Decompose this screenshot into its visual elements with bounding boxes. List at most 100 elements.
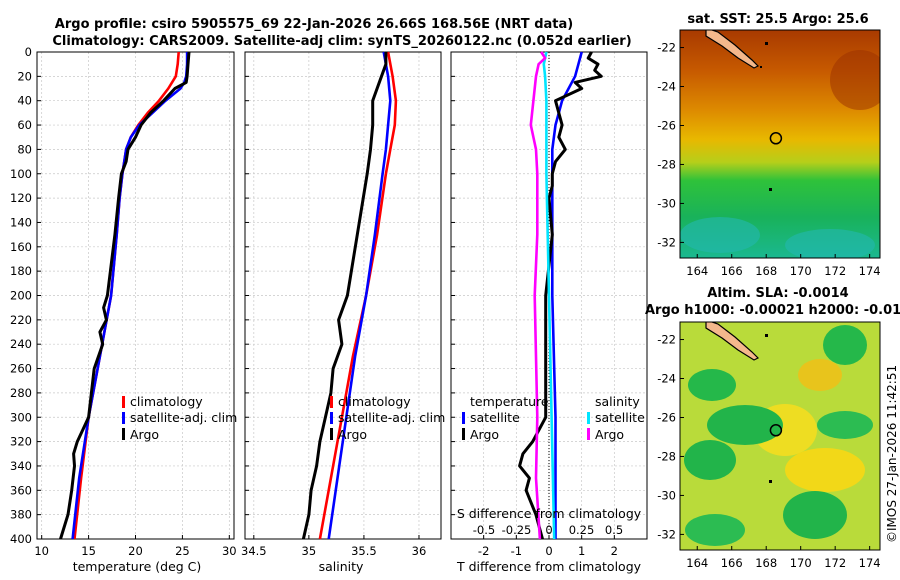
legend-swatch-t-argo xyxy=(462,428,465,440)
y-tick-label: 120 xyxy=(10,191,32,205)
series-t-argo xyxy=(518,51,603,540)
salinity-legend: climatology satellite-adj. clim Argo xyxy=(330,394,445,442)
map-y-tick-label: -32 xyxy=(657,235,676,249)
sst-map: sat. SST: 25.5 Argo: 25.6 164 166 168 170 17… xyxy=(657,12,881,278)
legend-swatch-t-satellite xyxy=(462,412,465,424)
map-x-tick-label: 172 xyxy=(824,556,846,570)
y-tick-label: 220 xyxy=(10,313,32,327)
legend-label-satellite: satellite-adj. clim xyxy=(130,410,237,425)
x-tick-label: 36 xyxy=(412,544,427,558)
legend-title-temperature: temperature xyxy=(470,394,549,409)
legend-label-climatology: climatology xyxy=(338,394,411,409)
series-s-satellite xyxy=(542,51,556,540)
legend-swatch-s-satellite xyxy=(587,412,590,424)
series-s-argo xyxy=(529,51,547,540)
y-tick-label: 140 xyxy=(10,215,32,229)
argo-profile-marker xyxy=(769,132,783,145)
y-tick-label: 160 xyxy=(10,240,32,254)
s-tick-label: -0.5 xyxy=(473,523,495,537)
legend-swatch-argo xyxy=(330,428,333,440)
map-x-tick-label: 164 xyxy=(686,264,708,278)
map-x-tick-label: 174 xyxy=(859,556,881,570)
sla-high-patch xyxy=(785,448,865,492)
new-caledonia-island xyxy=(705,322,760,361)
y-tick-label: 240 xyxy=(10,337,32,351)
series-argo xyxy=(301,52,388,540)
x-tick-label: 25 xyxy=(175,544,190,558)
new-caledonia-island xyxy=(705,30,760,69)
map-x-tick-label: 168 xyxy=(755,264,777,278)
map-y-tick-label: -30 xyxy=(657,488,676,502)
x-tick-label: 34.5 xyxy=(241,544,267,558)
y-tick-label: 320 xyxy=(10,435,32,449)
temperature-difference-legend: temperature satellite Argo xyxy=(462,394,549,442)
sla-low-patch xyxy=(817,411,873,439)
map-y-tick-label: -26 xyxy=(657,410,676,424)
map-y-tick-label: -24 xyxy=(657,372,676,386)
x-tick-label: 10 xyxy=(34,544,49,558)
x-tick-label: 35.5 xyxy=(351,544,377,558)
map-x-tick-label: 172 xyxy=(824,264,846,278)
sst-cool-patch xyxy=(785,229,875,258)
temperature-legend: climatology satellite-adj. clim Argo xyxy=(122,394,237,442)
figure-title-line1: Argo profile: csiro 5905575_69 22-Jan-20… xyxy=(55,17,573,32)
legend-swatch-climatology xyxy=(122,396,125,408)
y-tick-label: 80 xyxy=(17,142,32,156)
legend-label-satellite: satellite-adj. clim xyxy=(338,410,445,425)
island-marker xyxy=(760,66,762,68)
x-tick-label: 0 xyxy=(545,544,552,558)
legend-label-t-argo: Argo xyxy=(470,427,499,442)
sla-map: Altim. SLA: -0.0014 Argo h1000: -0.00021… xyxy=(645,286,900,570)
temperature-panel: 10 15 20 25 30 0 20 40 60 80 100 120 140 160 180 200 22… xyxy=(10,45,237,574)
map-x-tick-label: 166 xyxy=(721,556,743,570)
s-tick-label: 0.25 xyxy=(569,523,595,537)
salinity-axes xyxy=(244,51,442,540)
series-t-satellite xyxy=(550,51,583,539)
legend-label-s-satellite: satellite xyxy=(595,410,645,425)
map-y-tick-label: -22 xyxy=(657,41,676,55)
x-tick-label: -2 xyxy=(478,544,489,558)
map-x-tick-label: 168 xyxy=(755,556,777,570)
salinity-xlabel: salinity xyxy=(319,559,364,574)
s-tick-label: -0.25 xyxy=(502,523,532,537)
map-x-tick-label: 170 xyxy=(790,264,812,278)
x-tick-label: 35 xyxy=(302,544,317,558)
x-tick-label: 30 xyxy=(222,544,237,558)
y-tick-label: 20 xyxy=(17,69,32,83)
legend-label-s-argo: Argo xyxy=(595,427,624,442)
map-x-tick-label: 174 xyxy=(859,264,881,278)
s-tick-label: 0 xyxy=(545,523,552,537)
sla-low-patch xyxy=(823,325,867,365)
sst-cool-patch xyxy=(680,217,760,253)
temperature-axes xyxy=(36,51,235,540)
sla-low-patch xyxy=(783,491,847,539)
island-marker xyxy=(765,42,768,45)
series-climatology xyxy=(318,51,398,540)
sla-low-patch xyxy=(688,369,736,401)
legend-label-climatology: climatology xyxy=(130,394,203,409)
s-difference-label: S difference from climatology xyxy=(457,506,642,521)
y-tick-label: 60 xyxy=(17,118,32,132)
y-tick-label: 40 xyxy=(17,94,32,108)
map-y-tick-label: -28 xyxy=(657,157,676,171)
series-satellite-adj-clim xyxy=(71,52,189,540)
legend-swatch-satellite xyxy=(122,412,125,424)
x-tick-label: 2 xyxy=(611,544,618,558)
imos-watermark: ©IMOS 27-Jan-2026 11:42:51 xyxy=(885,365,899,543)
map-y-tick-label: -28 xyxy=(657,449,676,463)
difference-xlabel: T difference from climatology xyxy=(456,559,642,574)
legend-swatch-argo xyxy=(122,428,125,440)
sla-map-title: Altim. SLA: -0.0014 xyxy=(707,286,848,301)
sst-map-axes xyxy=(679,29,881,259)
difference-panel: -2 -1 0 1 2 T difference from climatology S … xyxy=(450,51,648,574)
series-satellite-adj-clim xyxy=(327,51,392,540)
x-tick-label: 20 xyxy=(128,544,143,558)
island-marker xyxy=(769,480,772,483)
sst-warm-patch xyxy=(830,50,880,110)
map-y-tick-label: -30 xyxy=(657,196,676,210)
y-tick-label: 0 xyxy=(25,45,32,59)
salinity-difference-legend: salinity satellite Argo xyxy=(587,394,645,442)
legend-label-argo: Argo xyxy=(338,427,367,442)
island-marker xyxy=(765,334,768,337)
